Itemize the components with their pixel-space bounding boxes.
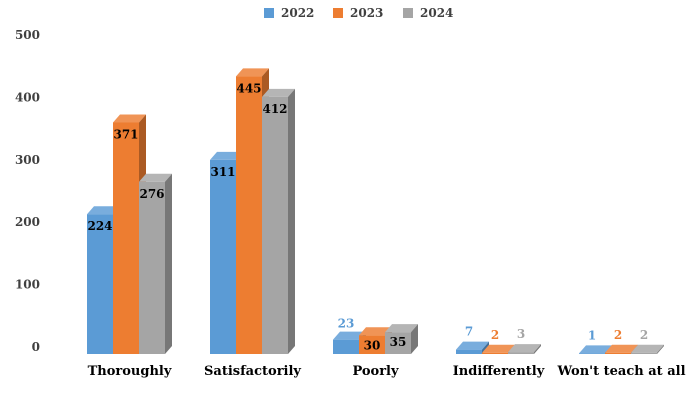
bar-front-face [236,76,262,354]
bar-front-face [482,352,508,354]
data-label-won-t-teach-at-all-2022: 1 [588,328,596,342]
bar-side-face [534,344,541,354]
x-tick-label-indifferently: Indifferently [453,364,545,379]
bar-front-face [508,352,534,354]
legend-swatch-2024 [403,8,413,18]
bar-satisfactorily-2024 [262,88,295,355]
bar-thoroughly-2023 [113,114,146,354]
bar-front-face [359,335,385,354]
legend: 2022 2023 2024 [264,6,453,20]
data-label-thoroughly-2022: 224 [87,219,112,233]
data-label-won-t-teach-at-all-2024: 2 [640,328,648,342]
bar-top-face [579,345,612,354]
x-tick-label-satisfactorily: Satisfactorily [204,364,301,379]
data-label-indifferently-2022: 7 [465,325,473,339]
bar-top-face [87,206,120,215]
legend-label-2022: 2022 [281,6,314,20]
y-tick-label-100: 100 [15,278,40,292]
x-tick-label-won-t-teach-at-all: Won't teach at all [556,364,685,379]
bar-side-face [288,88,295,355]
data-label-poorly-2024: 35 [390,335,407,349]
bar-front-face [262,96,288,355]
bar-top-face [139,173,172,182]
bar-front-face [113,122,139,354]
bar-front-face [210,159,236,354]
y-axis: 0 100 200 300 400 500 [15,28,40,354]
bar-top-face [631,344,664,353]
bar-top-face [236,68,269,77]
y-tick-label-400: 400 [15,90,40,104]
legend-label-2023: 2023 [350,6,383,20]
data-label-satisfactorily-2024: 412 [262,102,287,116]
bar-front-face [87,214,113,354]
data-label-indifferently-2023: 2 [491,328,499,342]
legend-swatch-2022 [264,8,274,18]
y-tick-label-200: 200 [15,215,40,229]
bars [87,68,664,355]
legend-swatch-2023 [333,8,343,18]
y-tick-label-0: 0 [32,340,40,354]
x-tick-label-poorly: Poorly [352,364,399,379]
bar-thoroughly-2024 [139,173,172,354]
bar-front-face [139,181,165,354]
bar-poorly-2024 [385,324,418,354]
bar-top-face [605,344,638,353]
bar-top-face [113,114,146,123]
data-label-indifferently-2024: 3 [517,327,525,341]
bar-top-face [359,327,392,336]
bar-top-face [508,344,541,353]
data-label-thoroughly-2023: 371 [113,127,138,141]
bar-top-face [385,324,418,333]
bar-indifferently-2024 [508,344,541,354]
bar-front-face [605,352,631,354]
x-axis: Thoroughly Satisfactorily Poorly Indifferen… [88,364,686,379]
bar-top-face [456,341,489,350]
bar-front-face [385,332,411,354]
data-label-satisfactorily-2023: 445 [236,81,261,95]
bar-front-face [631,352,657,354]
bar-top-face [482,344,515,353]
bar-won-t-teach-at-all-2024 [631,344,664,354]
bar-top-face [262,88,295,97]
y-tick-label-500: 500 [15,28,40,42]
bar-side-face [657,344,664,354]
bar-side-face [411,324,418,354]
data-label-thoroughly-2024: 276 [139,187,164,201]
data-label-poorly-2022: 23 [338,317,355,331]
legend-label-2024: 2024 [420,6,453,20]
bar-top-face [333,331,366,340]
bar-front-face [579,353,605,354]
bar-front-face [333,339,359,354]
data-label-poorly-2023: 30 [364,338,381,352]
bar-front-face [456,349,482,354]
bar-side-face [165,173,172,354]
y-tick-label-300: 300 [15,153,40,167]
bar-top-face [210,151,243,160]
x-tick-label-thoroughly: Thoroughly [88,364,172,379]
data-label-satisfactorily-2022: 311 [210,165,235,179]
data-label-won-t-teach-at-all-2023: 2 [614,328,622,342]
